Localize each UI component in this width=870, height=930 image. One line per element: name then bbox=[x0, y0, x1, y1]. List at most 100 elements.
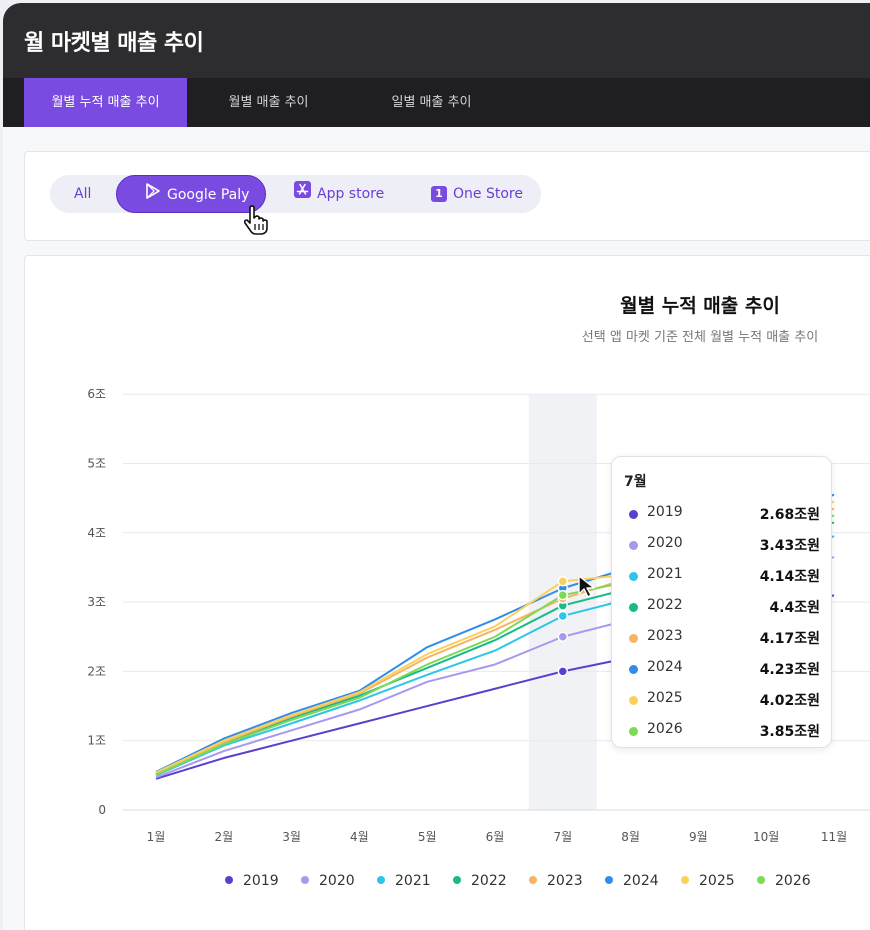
filter-onestore-label: One Store bbox=[453, 186, 523, 202]
tooltip-year: 2019 bbox=[647, 504, 683, 520]
x-tick-label: 1월 bbox=[147, 830, 166, 844]
x-tick-label: 10월 bbox=[753, 830, 779, 844]
legend-dot-icon bbox=[453, 876, 461, 884]
tooltip-year: 2025 bbox=[647, 690, 683, 706]
data-point-2020 bbox=[557, 631, 569, 642]
tooltip-row: 2025 4.02조원 bbox=[624, 688, 820, 712]
filter-card: All Google Paly App store 1 One Store bbox=[24, 151, 870, 241]
series-dot-icon bbox=[629, 603, 638, 612]
x-tick-label: 2월 bbox=[214, 830, 233, 844]
tooltip-year: 2026 bbox=[647, 721, 683, 737]
x-tick-label: 7월 bbox=[553, 830, 572, 844]
filter-all[interactable]: All bbox=[74, 186, 92, 202]
legend-label: 2021 bbox=[395, 873, 431, 889]
tooltip-year: 2021 bbox=[647, 566, 683, 582]
legend-item-2021[interactable]: 2021 bbox=[377, 873, 431, 889]
series-dot-icon bbox=[629, 634, 638, 643]
data-point-2019 bbox=[557, 666, 569, 677]
x-tick-label: 8월 bbox=[621, 830, 640, 844]
legend-dot-icon bbox=[681, 876, 689, 884]
y-tick-label: 6조 bbox=[87, 387, 106, 401]
tooltip-title: 7월 bbox=[624, 474, 647, 490]
legend-dot-icon bbox=[757, 876, 765, 884]
tooltip-row: 2021 4.14조원 bbox=[624, 564, 820, 588]
one-store-icon: 1 bbox=[431, 186, 447, 202]
tab-monthly[interactable]: 월별 매출 추이 bbox=[228, 95, 309, 110]
data-point-2025 bbox=[557, 576, 569, 587]
tooltip-row: 2020 3.43조원 bbox=[624, 533, 820, 557]
legend-item-2019[interactable]: 2019 bbox=[225, 873, 279, 889]
data-point-2026 bbox=[557, 589, 569, 601]
app-window: 월 마켓별 매출 추이 월별 누적 매출 추이 월별 매출 추이 일별 매출 추… bbox=[3, 3, 870, 930]
y-tick-label: 0 bbox=[98, 803, 106, 817]
legend-label: 2024 bbox=[623, 873, 659, 889]
tab-daily[interactable]: 일별 매출 추이 bbox=[391, 95, 472, 110]
legend-item-2024[interactable]: 2024 bbox=[605, 873, 659, 889]
legend-item-2025[interactable]: 2025 bbox=[681, 873, 735, 889]
tooltip-row: 2023 4.17조원 bbox=[624, 626, 820, 650]
legend-item-2022[interactable]: 2022 bbox=[453, 873, 507, 889]
tooltip-value: 3.43조원 bbox=[759, 538, 820, 554]
tooltip-value: 2.68조원 bbox=[759, 507, 820, 523]
legend-item-2026[interactable]: 2026 bbox=[757, 873, 811, 889]
y-tick-label: 3조 bbox=[87, 595, 106, 609]
tooltip-value: 4.02조원 bbox=[759, 693, 820, 709]
filter-google-label: Google Paly bbox=[167, 187, 250, 203]
series-dot-icon bbox=[629, 665, 638, 674]
filter-app-store[interactable]: App store bbox=[294, 175, 384, 213]
x-tick-label: 3월 bbox=[282, 830, 301, 844]
series-dot-icon bbox=[629, 510, 638, 519]
chart-title: 월별 누적 매출 추이 bbox=[620, 295, 780, 317]
tooltip-row: 2026 3.85조원 bbox=[624, 719, 820, 743]
tooltip-row: 2024 4.23조원 bbox=[624, 657, 820, 681]
tooltip-year: 2022 bbox=[647, 597, 683, 613]
market-filter-group: All Google Paly App store 1 One Store bbox=[50, 175, 541, 213]
chart-subtitle: 선택 앱 마켓 기준 전체 월별 누적 매출 추이 bbox=[581, 330, 819, 345]
tooltip-value: 4.14조원 bbox=[759, 569, 820, 585]
app-store-icon bbox=[294, 175, 311, 213]
legend-label: 2025 bbox=[699, 873, 735, 889]
tab-bar: 월별 누적 매출 추이 월별 매출 추이 일별 매출 추이 bbox=[3, 78, 870, 127]
tooltip-year: 2023 bbox=[647, 628, 683, 644]
legend-label: 2026 bbox=[775, 873, 811, 889]
y-tick-label: 5조 bbox=[87, 457, 106, 471]
window-title: 월 마켓별 매출 추이 bbox=[24, 31, 204, 56]
legend-dot-icon bbox=[301, 876, 309, 884]
title-bar: 월 마켓별 매출 추이 bbox=[3, 3, 870, 78]
x-tick-label: 9월 bbox=[689, 830, 708, 844]
legend-dot-icon bbox=[529, 876, 537, 884]
y-tick-label: 1조 bbox=[87, 734, 106, 748]
y-tick-label: 2조 bbox=[87, 664, 106, 678]
data-point-2021 bbox=[557, 610, 569, 622]
legend-item-2020[interactable]: 2020 bbox=[301, 873, 355, 889]
series-dot-icon bbox=[629, 696, 638, 705]
legend-dot-icon bbox=[377, 876, 385, 884]
tooltip-value: 3.85조원 bbox=[759, 724, 820, 740]
filter-one-store[interactable]: 1 One Store bbox=[431, 175, 523, 213]
filter-appstore-label: App store bbox=[317, 186, 385, 202]
x-tick-label: 6월 bbox=[486, 830, 505, 844]
legend-dot-icon bbox=[605, 876, 613, 884]
legend-label: 2019 bbox=[243, 873, 279, 889]
legend-item-2023[interactable]: 2023 bbox=[529, 873, 583, 889]
series-dot-icon bbox=[629, 572, 638, 581]
tooltip-value: 4.17조원 bbox=[759, 631, 820, 647]
arrow-cursor-icon bbox=[577, 574, 599, 604]
chart-tooltip: 7월 2019 2.68조원 2020 3.43조원 2021 4.14조원 2022… bbox=[611, 456, 832, 748]
tooltip-year: 2024 bbox=[647, 659, 683, 675]
tooltip-value: 4.23조원 bbox=[759, 662, 820, 678]
x-tick-label: 4월 bbox=[350, 830, 369, 844]
tooltip-row: 2022 4.4조원 bbox=[624, 595, 820, 619]
tooltip-year: 2020 bbox=[647, 535, 683, 551]
legend-label: 2020 bbox=[319, 873, 355, 889]
filter-google-play[interactable]: Google Paly bbox=[116, 175, 266, 213]
tab-monthly-cumulative[interactable]: 월별 누적 매출 추이 bbox=[24, 78, 187, 127]
legend-dot-icon bbox=[225, 876, 233, 884]
x-tick-label: 11월 bbox=[821, 830, 847, 844]
play-store-icon bbox=[145, 176, 161, 214]
tooltip-row: 2019 2.68조원 bbox=[624, 502, 820, 526]
series-dot-icon bbox=[629, 541, 638, 550]
tooltip-value: 4.4조원 bbox=[769, 600, 820, 616]
series-dot-icon bbox=[629, 727, 638, 736]
hand-cursor-icon bbox=[242, 204, 272, 240]
